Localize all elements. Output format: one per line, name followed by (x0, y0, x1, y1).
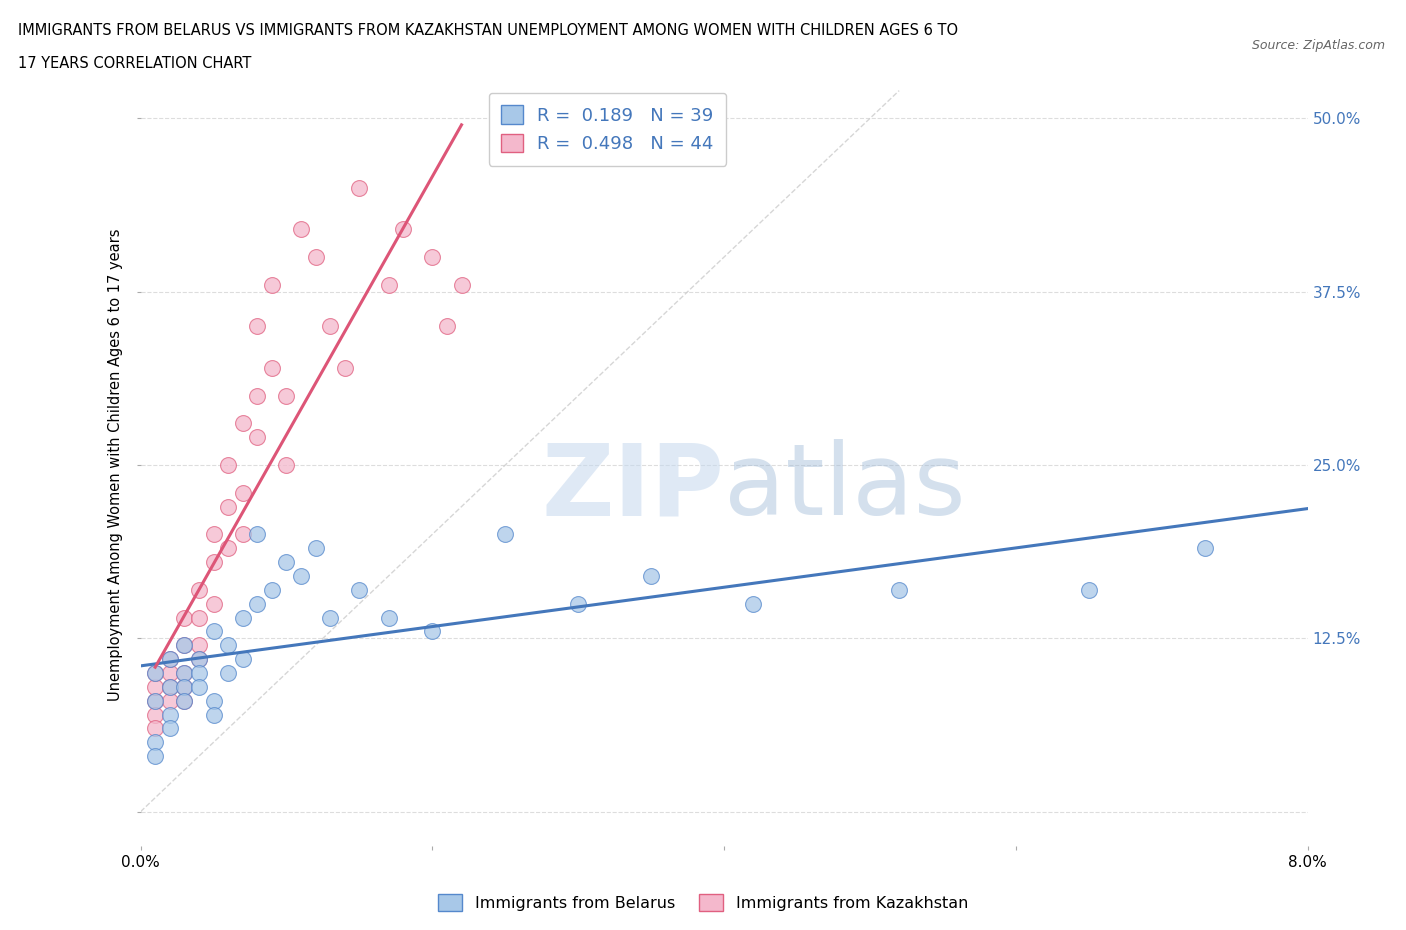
Point (202, 554, 225, 569)
Point (188, 666, 211, 681)
Point (159, 680, 181, 695)
Point (290, 222, 312, 237)
Point (260, 277, 283, 292)
Legend: R =  0.189   N = 39, R =  0.498   N = 44: R = 0.189 N = 39, R = 0.498 N = 44 (488, 93, 727, 166)
Point (742, 596, 765, 611)
Y-axis label: Unemployment Among Women with Children Ages 6 to 17 years: Unemployment Among Women with Children A… (108, 229, 124, 701)
Point (567, 596, 589, 611)
Point (217, 638, 239, 653)
Point (217, 458, 239, 472)
Point (143, 666, 166, 681)
Point (232, 485, 254, 500)
Point (276, 388, 298, 403)
Point (319, 319, 342, 334)
Point (143, 735, 166, 750)
Point (159, 652, 181, 667)
Point (143, 680, 166, 695)
Point (143, 693, 166, 708)
Point (173, 610, 195, 625)
Point (333, 361, 356, 376)
Point (1194, 540, 1216, 555)
Point (143, 721, 166, 736)
Point (217, 499, 239, 514)
Point (422, 249, 444, 264)
Point (422, 624, 444, 639)
Point (232, 610, 254, 625)
Point (246, 430, 269, 445)
Point (246, 319, 269, 334)
Point (232, 652, 254, 667)
Point (377, 277, 399, 292)
Text: IMMIGRANTS FROM BELARUS VS IMMIGRANTS FROM KAZAKHSTAN UNEMPLOYMENT AMONG WOMEN W: IMMIGRANTS FROM BELARUS VS IMMIGRANTS FR… (18, 23, 959, 38)
Point (232, 416, 254, 431)
Point (202, 596, 225, 611)
Point (349, 180, 371, 195)
Point (173, 693, 195, 708)
Point (173, 638, 195, 653)
Point (159, 693, 181, 708)
Text: Source: ZipAtlas.com: Source: ZipAtlas.com (1251, 39, 1385, 52)
Point (246, 596, 269, 611)
Point (217, 666, 239, 681)
Point (494, 527, 516, 542)
Point (173, 693, 195, 708)
Point (143, 693, 166, 708)
Point (143, 749, 166, 764)
Point (349, 582, 371, 597)
Point (450, 277, 472, 292)
Point (246, 388, 269, 403)
Point (377, 610, 399, 625)
Point (889, 582, 911, 597)
Text: 17 YEARS CORRELATION CHART: 17 YEARS CORRELATION CHART (18, 56, 252, 71)
Point (202, 624, 225, 639)
Point (202, 693, 225, 708)
Text: atlas: atlas (724, 439, 966, 537)
Point (246, 527, 269, 542)
Point (188, 652, 211, 667)
Point (159, 652, 181, 667)
Point (188, 582, 211, 597)
Point (392, 222, 415, 237)
Point (1077, 582, 1099, 597)
Point (188, 610, 211, 625)
Point (188, 680, 211, 695)
Point (260, 361, 283, 376)
Point (173, 666, 195, 681)
Point (159, 707, 181, 722)
Point (202, 707, 225, 722)
Point (260, 582, 283, 597)
Point (319, 610, 342, 625)
Point (305, 540, 328, 555)
Point (276, 458, 298, 472)
Point (159, 721, 181, 736)
Point (305, 249, 328, 264)
Point (276, 554, 298, 569)
Text: ZIP: ZIP (541, 439, 724, 537)
Point (202, 527, 225, 542)
Point (173, 666, 195, 681)
Point (159, 680, 181, 695)
Point (436, 319, 458, 334)
Point (159, 666, 181, 681)
Point (188, 638, 211, 653)
Point (232, 527, 254, 542)
Point (143, 707, 166, 722)
Point (143, 666, 166, 681)
Point (173, 680, 195, 695)
Point (173, 680, 195, 695)
Point (173, 638, 195, 653)
Point (640, 568, 662, 583)
Point (290, 568, 312, 583)
Point (217, 540, 239, 555)
Legend: Immigrants from Belarus, Immigrants from Kazakhstan: Immigrants from Belarus, Immigrants from… (432, 888, 974, 917)
Point (188, 652, 211, 667)
